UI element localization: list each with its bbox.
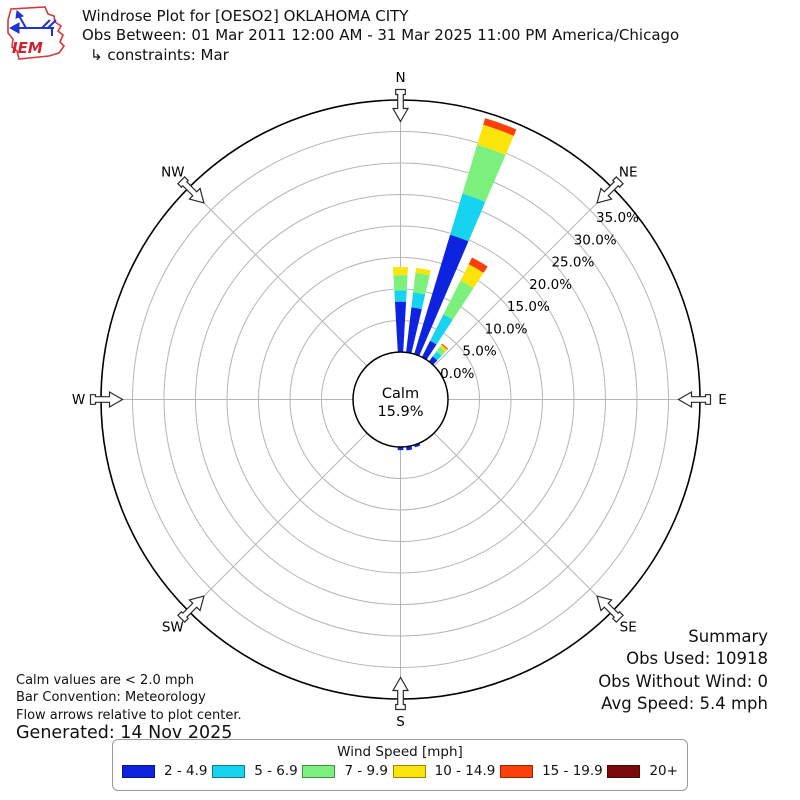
calm-label: Calm <box>382 386 419 402</box>
legend-label: 2 - 4.9 <box>164 763 208 779</box>
legend-item: 5 - 6.9 <box>212 763 298 779</box>
calm-circle-group: Calm 15.9% <box>352 351 449 448</box>
flow-arrow-n <box>391 88 410 123</box>
compass-label-w: W <box>72 392 85 408</box>
compass-label-ne: NE <box>619 164 638 180</box>
legend-item: 10 - 14.9 <box>392 763 496 779</box>
legend-swatch <box>392 764 426 778</box>
flow-arrow-ne <box>596 176 624 204</box>
flow-arrow-s <box>391 676 410 711</box>
legend-item: 2 - 4.9 <box>122 763 208 779</box>
legend-swatch <box>122 764 155 778</box>
windrose-bar-segment <box>421 340 437 360</box>
legend-label: 15 - 19.9 <box>542 763 603 779</box>
windrose-bar-segment <box>397 446 404 451</box>
windrose-bar-segment <box>393 275 408 291</box>
windrose-bar-segment <box>443 280 474 320</box>
legend-item: 7 - 9.9 <box>302 763 388 779</box>
flow-arrow-e <box>677 390 712 409</box>
legend-title: Wind Speed [mph] <box>337 744 463 760</box>
ring-percent-label: 20.0% <box>529 277 572 293</box>
flow-arrow-note: Flow arrows relative to plot center. <box>16 707 242 723</box>
flow-arrow-w <box>89 390 124 409</box>
flow-arrows <box>89 88 712 711</box>
ring-percent-label: 25.0% <box>551 255 594 271</box>
legend-swatch <box>302 764 336 778</box>
windrose-bar-segment <box>430 314 453 345</box>
grid-spoke <box>433 432 613 612</box>
windrose-bar-segment <box>415 267 431 276</box>
windrose-bar-segment <box>394 290 407 302</box>
calm-circle <box>352 351 449 448</box>
flow-arrow-sw <box>177 595 205 623</box>
footnotes: Calm values are < 2.0 mph Bar Convention… <box>16 672 242 743</box>
header: Windrose Plot for [OESO2] OKLAHOMA CITY … <box>82 7 679 65</box>
wind-vane-icon <box>8 10 57 36</box>
ring-percent-label: 30.0% <box>574 232 617 248</box>
grid-spoke <box>188 432 368 612</box>
ring-percent-label: 0.0% <box>440 366 474 382</box>
compass-label-s: S <box>396 714 405 730</box>
iem-logo-text: IEM <box>12 39 43 57</box>
obs-without-wind: Obs Without Wind: 0 <box>598 671 768 691</box>
ring-percent-label: 15.0% <box>507 299 550 315</box>
legend-label: 7 - 9.9 <box>344 763 388 779</box>
legend-item: 15 - 19.9 <box>500 763 603 779</box>
compass-label-sw: SW <box>162 620 184 636</box>
windrose-bar-segment <box>414 443 421 448</box>
legend-items: 2 - 4.9 5 - 6.9 7 - 9.9 10 - 14.9 15 - 19.9 2… <box>113 760 687 779</box>
grid-spoke <box>433 187 613 367</box>
obs-range: Obs Between: 01 Mar 2011 12:00 AM - 31 M… <box>82 26 680 45</box>
legend-swatch <box>500 764 534 778</box>
windrose-bar-segment <box>406 307 422 354</box>
windrose-bar-segment <box>441 343 449 350</box>
windrose-bar-segment <box>413 272 430 295</box>
flow-arrow-nw <box>177 176 205 204</box>
calm-note: Calm values are < 2.0 mph <box>16 673 195 688</box>
flow-arrow-se <box>596 595 624 623</box>
windrose-bar-segment <box>483 118 517 136</box>
legend-swatch <box>212 764 246 778</box>
wind-bars <box>392 118 517 451</box>
legend-item: 20+ <box>607 763 678 779</box>
windrose-bar-segment <box>477 124 514 156</box>
compass-label-nw: NW <box>161 164 184 180</box>
legend-label: 20+ <box>649 763 678 779</box>
ring-percent-label: 35.0% <box>596 210 639 226</box>
compass-label-se: SE <box>620 620 637 636</box>
avg-speed: Avg Speed: 5.4 mph <box>601 693 768 713</box>
windrose-bar-segment <box>450 193 486 242</box>
iem-logo: IEM <box>7 6 66 60</box>
grid-spoke <box>188 187 368 367</box>
obs-used: Obs Used: 10918 <box>626 649 768 669</box>
page-title: Windrose Plot for [OESO2] OKLAHOMA CITY <box>82 7 409 25</box>
legend-label: 5 - 6.9 <box>254 763 298 779</box>
constraints: ↳ constraints: Mar <box>90 45 229 64</box>
wind-speed-legend: Wind Speed [mph] 2 - 4.9 5 - 6.9 7 - 9.9 10… <box>112 739 688 791</box>
windrose-bar-segment <box>414 234 469 356</box>
summary-block: Summary Obs Used: 10918 Obs Without Wind… <box>598 626 768 715</box>
windrose-bar-segment <box>439 344 448 352</box>
ring-labels: 0.0% 5.0% 10.0% 15.0% 20.0% 25.0% 30.0% 35.0% <box>440 210 639 382</box>
compass-label-n: N <box>395 70 405 86</box>
ring-percent-label: 10.0% <box>485 321 528 337</box>
windrose-bar-segment <box>468 257 488 273</box>
legend-swatch <box>607 764 641 778</box>
calm-value: 15.9% <box>377 404 423 420</box>
ring-percent-label: 5.0% <box>462 344 496 360</box>
compass-label-e: E <box>718 392 727 408</box>
summary-title: Summary <box>688 627 768 646</box>
windrose-bar-segment <box>411 292 426 310</box>
windrose-bar-segment <box>392 266 409 276</box>
windrose-bar-segment <box>462 144 506 202</box>
generated-date: Generated: 14 Nov 2025 <box>16 723 233 744</box>
bar-convention-note: Bar Convention: Meteorology <box>16 690 206 706</box>
legend-label: 10 - 14.9 <box>434 763 496 779</box>
windrose-bar-segment <box>432 351 442 361</box>
compass-labels: N NE E SE S SW W NW <box>72 70 727 730</box>
windrose-bar-segment <box>460 264 484 289</box>
windrose-bar-segment <box>394 301 407 353</box>
windrose-bar-segment <box>436 346 446 356</box>
